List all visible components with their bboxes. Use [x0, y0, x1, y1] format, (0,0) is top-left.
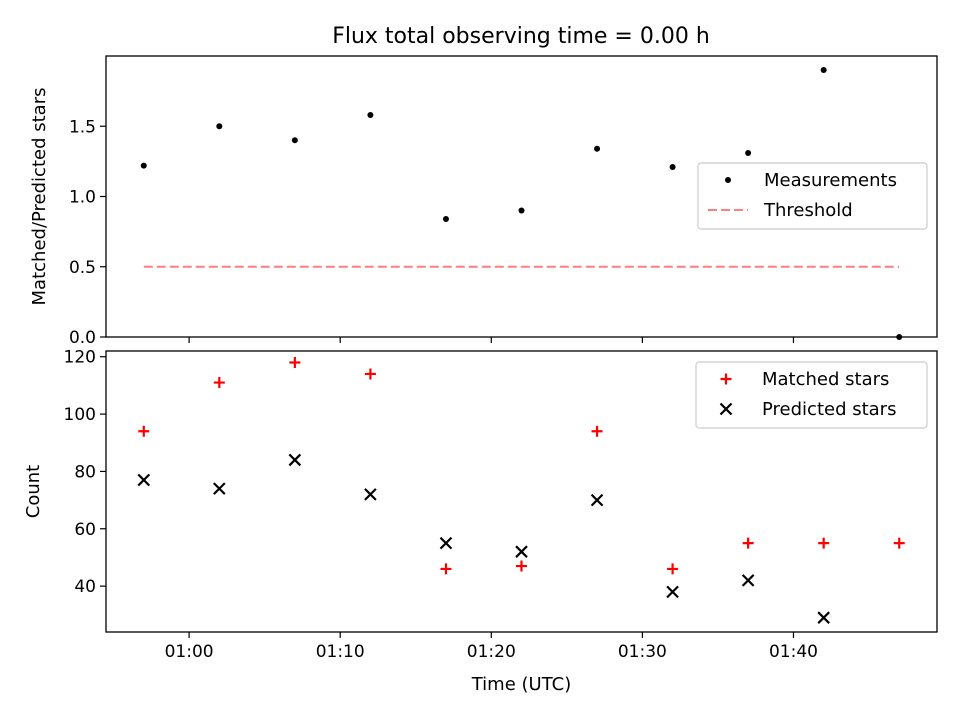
measurements-point: [820, 67, 827, 74]
x-tick-label: 01:40: [769, 642, 818, 662]
y-tick-label: 80: [74, 462, 96, 482]
legend-swatch-measurements: [725, 177, 731, 183]
predicted-stars-point: [439, 536, 453, 550]
y-tick-label: 100: [64, 405, 96, 425]
legend-label-threshold: Threshold: [763, 200, 853, 221]
predicted-stars-point: [590, 493, 604, 507]
matched-stars-point: [667, 563, 679, 575]
legend-swatch-predicted-stars: [719, 402, 733, 416]
legend-box: [695, 361, 928, 429]
predicted-stars-point: [817, 611, 830, 624]
y-tick-label: 40: [74, 577, 96, 597]
predicted-stars-point: [288, 453, 302, 467]
legend-label-matched-stars: Matched stars: [762, 369, 889, 390]
matched-stars-point: [213, 377, 225, 389]
measurements-point: [367, 112, 374, 119]
measurements-point: [669, 163, 676, 170]
predicted-stars-point: [515, 545, 528, 558]
matched-stars-point: [289, 356, 301, 368]
y-tick-label: 0.0: [69, 328, 96, 348]
legend-label-predicted-stars: Predicted stars: [762, 399, 896, 420]
predicted-stars-point: [137, 473, 151, 487]
matched-stars-point: [364, 368, 376, 380]
measurements-point: [594, 145, 601, 152]
bottom-axes-frame: [105, 350, 938, 633]
predicted-stars-point: [741, 574, 755, 587]
bottom-axes: 40 60 80 100 120 01:00 01:10 01:20 01:30 01:40 C…: [23, 348, 938, 695]
legend-swatch-matched-stars: [720, 373, 732, 385]
predicted-stars-point: [666, 585, 679, 599]
matched-stars-point: [893, 537, 905, 549]
y-tick-label: 60: [74, 520, 96, 540]
legend-label-measurements: Measurements: [764, 170, 897, 191]
measurements-point: [291, 137, 298, 144]
measurements-point: [518, 207, 525, 214]
matched-stars-point: [516, 560, 527, 572]
matched-stars-point: [591, 425, 603, 437]
matched-stars-point: [818, 537, 830, 549]
y-tick-label: 120: [64, 348, 96, 368]
y-tick-label: 1.5: [69, 117, 96, 137]
bottom-x-axis-label: Time (UTC): [471, 674, 572, 695]
legend-box: [697, 162, 928, 230]
measurements-point: [216, 123, 223, 130]
matched-stars-point: [138, 425, 150, 437]
predicted-stars-point: [364, 488, 377, 501]
figure-title: Flux total observing time = 0.00 h: [332, 24, 710, 49]
matched-stars-point: [742, 537, 754, 549]
predicted-stars-point: [213, 482, 226, 495]
x-tick-label: 01:10: [316, 642, 365, 662]
bottom-y-ticks: 40 60 80 100 120: [64, 348, 106, 597]
bottom-x-ticks: 01:00 01:10 01:20 01:30 01:40: [165, 632, 818, 662]
measurements-point: [745, 149, 752, 156]
top-legend: Measurements Threshold: [697, 162, 928, 230]
x-tick-label: 01:00: [165, 642, 214, 662]
bottom-y-axis-label: Count: [23, 465, 44, 518]
x-tick-label: 01:30: [618, 642, 667, 662]
y-tick-label: 0.5: [69, 258, 96, 278]
top-y-axis-label: Matched/Predicted stars: [29, 88, 50, 306]
measurements-point: [442, 215, 449, 222]
matched-stars-point: [440, 563, 452, 575]
bottom-legend: Matched stars Predicted stars: [695, 361, 928, 429]
top-x-ticks: [188, 337, 795, 343]
top-plot-marks: [140, 67, 903, 340]
top-y-ticks: 0.0 0.5 1.0 1.5: [69, 117, 106, 348]
y-tick-label: 1.0: [69, 188, 96, 208]
measurements-point: [140, 162, 147, 169]
x-tick-label: 01:20: [467, 642, 516, 662]
bottom-plot-marks: [137, 356, 905, 624]
top-axes: 0.0 0.5 1.0 1.5 Matched/Predicted stars Mea…: [29, 55, 938, 348]
